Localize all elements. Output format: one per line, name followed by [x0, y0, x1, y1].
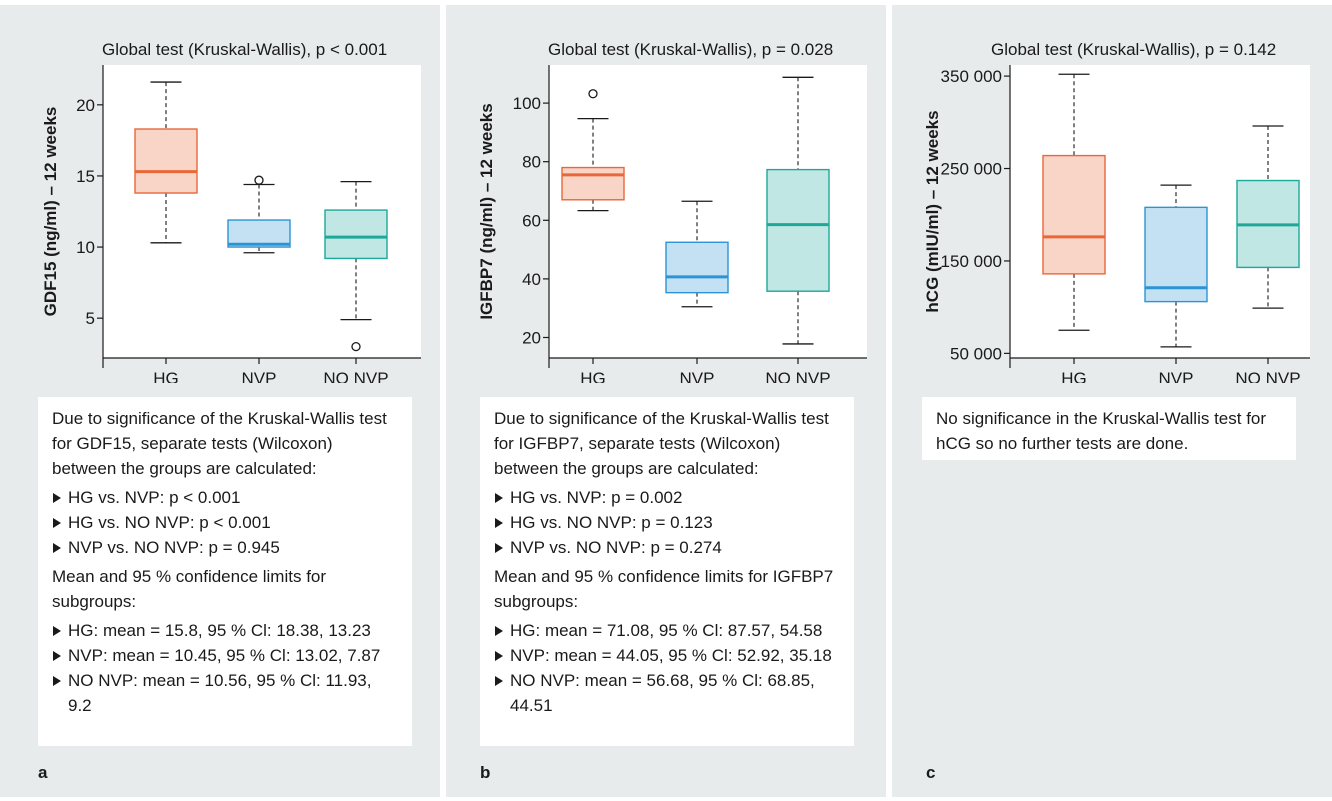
list-item: NVP: mean = 44.05, 95 % Cl: 52.92, 35.18 — [494, 643, 840, 668]
plot-area — [103, 65, 421, 358]
box-nvp — [1144, 184, 1208, 348]
notes-intro: Due to significance of the Kruskal-Walli… — [494, 409, 829, 478]
list-item: NO NVP: mean = 10.56, 95 % Cl: 11.93, 9.… — [52, 668, 398, 718]
box-nvp — [665, 200, 729, 308]
box-iqr — [227, 219, 291, 248]
x-tick-label: NVP — [242, 369, 277, 383]
box-iqr — [561, 166, 625, 201]
y-axis-label: GDF15 (ng/ml) – 12 weeks — [41, 107, 60, 317]
x-tick-label: NO NVP — [323, 369, 388, 383]
box-no-nvp — [324, 180, 388, 352]
box-no-nvp — [1236, 125, 1300, 309]
x-tick-label: HG — [580, 369, 606, 383]
chart-title: Global test (Kruskal-Wallis), p = 0.028 — [548, 40, 833, 59]
list-item: HG vs. NO NVP: p = 0.123 — [494, 510, 840, 535]
y-tick-label: 20 — [522, 328, 541, 347]
box-no-nvp — [766, 76, 830, 345]
x-tick-label: NO NVP — [765, 369, 830, 383]
x-tick-label: NVP — [1159, 369, 1194, 383]
y-tick-label: 10 — [76, 238, 95, 257]
box-nvp — [227, 175, 291, 254]
y-tick-label: 150 000 — [941, 252, 1002, 271]
plot-area — [549, 65, 867, 358]
outlier-point — [254, 175, 264, 185]
box-iqr — [766, 168, 830, 292]
pairwise-tests-list: HG vs. NVP: p = 0.002 HG vs. NO NVP: p =… — [494, 485, 840, 560]
panel-letter-a: a — [38, 763, 48, 782]
box-iqr — [1144, 206, 1208, 303]
pairwise-tests-list: HG vs. NVP: p < 0.001 HG vs. NO NVP: p <… — [52, 485, 398, 560]
box-hg — [561, 89, 625, 212]
y-tick-label: 50 000 — [950, 344, 1002, 363]
list-item: HG: mean = 71.08, 95 % Cl: 87.57, 54.58 — [494, 618, 840, 643]
box-iqr — [134, 128, 198, 194]
box-iqr — [1042, 154, 1106, 275]
x-tick-label: NO NVP — [1235, 369, 1300, 383]
boxplot-chart-b: Global test (Kruskal-Wallis), p = 0.028 I… — [477, 40, 867, 383]
list-item: HG: mean = 15.8, 95 % Cl: 18.38, 13.23 — [52, 618, 398, 643]
y-axis-label: IGFBP7 (ng/ml) – 12 weeks — [477, 103, 496, 319]
list-item: HG vs. NVP: p < 0.001 — [52, 485, 398, 510]
list-item: NVP vs. NO NVP: p = 0.945 — [52, 535, 398, 560]
y-tick-label: 80 — [522, 153, 541, 172]
box-iqr — [665, 241, 729, 294]
chart-title: Global test (Kruskal-Wallis), p = 0.142 — [991, 40, 1276, 59]
notes-box-c: No significance in the Kruskal-Wallis te… — [922, 397, 1296, 460]
x-tick-label: HG — [1061, 369, 1087, 383]
x-tick-label: HG — [153, 369, 179, 383]
notes-intro: No significance in the Kruskal-Wallis te… — [936, 409, 1267, 453]
y-tick-label: 20 — [76, 96, 95, 115]
plot-area — [1010, 65, 1310, 358]
list-item: HG vs. NO NVP: p < 0.001 — [52, 510, 398, 535]
y-tick-label: 60 — [522, 211, 541, 230]
list-item: NO NVP: mean = 56.68, 95 % Cl: 68.85, 44… — [494, 668, 840, 718]
y-axis-label: hCG (mIU/ml) – 12 weeks — [923, 110, 942, 312]
box-hg — [1042, 73, 1106, 331]
box-hg — [134, 81, 198, 244]
box-iqr — [324, 209, 388, 260]
outlier-point — [588, 89, 598, 99]
list-item: NVP: mean = 10.45, 95 % Cl: 13.02, 7.87 — [52, 643, 398, 668]
y-tick-label: 40 — [522, 270, 541, 289]
notes-intro: Due to significance of the Kruskal-Walli… — [52, 409, 387, 478]
y-tick-label: 5 — [86, 309, 95, 328]
y-tick-label: 100 — [513, 94, 541, 113]
ci-intro: Mean and 95 % confidence limits for IGFB… — [494, 567, 834, 611]
panel-a: Global test (Kruskal-Wallis), p < 0.001 G… — [0, 5, 440, 797]
boxplot-chart-c: Global test (Kruskal-Wallis), p = 0.142 h… — [923, 40, 1310, 383]
outlier-point — [351, 341, 361, 352]
panel-letter-b: b — [480, 763, 491, 782]
list-item: HG vs. NVP: p = 0.002 — [494, 485, 840, 510]
notes-box-a: Due to significance of the Kruskal-Walli… — [38, 397, 412, 746]
panel-c: Global test (Kruskal-Wallis), p = 0.142 h… — [892, 5, 1332, 797]
y-tick-label: 350 000 — [941, 67, 1002, 86]
ci-list: HG: mean = 71.08, 95 % Cl: 87.57, 54.58 … — [494, 618, 840, 718]
ci-list: HG: mean = 15.8, 95 % Cl: 18.38, 13.23 N… — [52, 618, 398, 718]
y-tick-label: 15 — [76, 167, 95, 186]
panel-b: Global test (Kruskal-Wallis), p = 0.028 I… — [446, 5, 886, 797]
ci-intro: Mean and 95 % confidence limits for subg… — [52, 567, 327, 611]
boxplot-chart-a: Global test (Kruskal-Wallis), p < 0.001 G… — [41, 40, 421, 383]
y-tick-label: 250 000 — [941, 160, 1002, 179]
chart-title: Global test (Kruskal-Wallis), p < 0.001 — [102, 40, 387, 59]
x-tick-label: NVP — [680, 369, 715, 383]
panel-letter-c: c — [926, 763, 936, 782]
notes-box-b: Due to significance of the Kruskal-Walli… — [480, 397, 854, 746]
list-item: NVP vs. NO NVP: p = 0.274 — [494, 535, 840, 560]
